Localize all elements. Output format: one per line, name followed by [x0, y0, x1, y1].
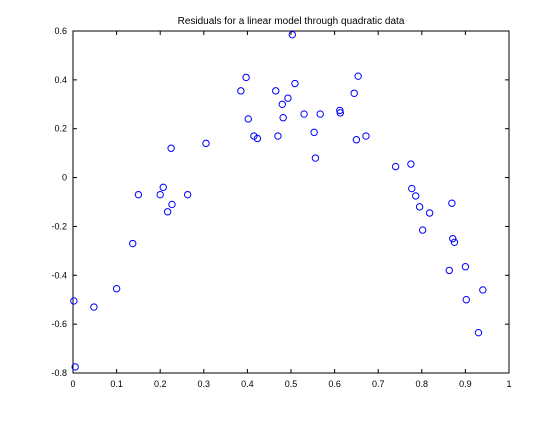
data-point: [362, 132, 370, 140]
axis-tick-labels: 0 0.1 0.2 0.3 0.4 0.5 0.6 0.7 0.8 0.9 1 -0.8 -0.6 -0.…: [51, 26, 511, 389]
data-point: [274, 132, 282, 140]
data-point: [253, 134, 262, 143]
x-tick-label: 0.1: [110, 379, 123, 389]
data-point: [112, 285, 121, 293]
data-point: [316, 110, 324, 118]
data-points: [70, 30, 487, 371]
data-point: [202, 139, 210, 148]
y-tick-label: 0.2: [54, 124, 67, 134]
plot-area: [72, 30, 510, 374]
data-point: [167, 144, 175, 152]
data-point: [70, 297, 78, 305]
data-point: [288, 30, 297, 39]
data-point: [242, 73, 250, 82]
data-point: [479, 286, 487, 294]
data-point: [279, 114, 287, 122]
y-tick-label: 0: [62, 173, 67, 183]
data-point: [159, 183, 167, 192]
x-tick-label: 0.7: [372, 379, 385, 389]
data-point: [448, 199, 456, 207]
data-point: [474, 328, 483, 337]
y-tick-label: -0.8: [51, 368, 67, 378]
data-point: [449, 234, 457, 243]
data-point: [71, 363, 79, 371]
data-point: [415, 203, 424, 211]
data-point: [407, 160, 415, 168]
data-point: [350, 89, 358, 97]
y-tick-label: -0.6: [51, 319, 67, 329]
data-point: [462, 296, 470, 304]
data-point: [134, 190, 143, 199]
chart-title: Residuals for a linear model through qua…: [178, 16, 405, 27]
data-point: [163, 208, 172, 216]
data-point: [244, 115, 252, 123]
data-point: [336, 109, 344, 117]
x-tick-label: 0: [70, 379, 75, 389]
data-point: [156, 190, 164, 199]
data-point: [284, 94, 292, 102]
data-point: [278, 100, 286, 108]
data-point: [291, 79, 299, 88]
data-point: [168, 200, 176, 209]
x-tick-label: 0.9: [459, 379, 472, 389]
data-point: [418, 226, 427, 234]
data-point: [352, 136, 361, 144]
data-point: [311, 154, 320, 162]
x-tick-label: 0.8: [416, 379, 429, 389]
data-point: [450, 238, 459, 247]
data-point: [310, 128, 318, 137]
data-point: [425, 209, 434, 217]
data-point: [183, 190, 192, 199]
data-point: [411, 192, 420, 200]
x-tick-label: 0.3: [198, 379, 211, 389]
x-tick-label: 0.5: [285, 379, 298, 389]
data-point: [272, 87, 280, 95]
data-point: [354, 72, 362, 80]
y-tick-label: -0.2: [51, 221, 67, 231]
x-tick-label: 1: [506, 379, 511, 389]
x-tick-label: 0.6: [328, 379, 341, 389]
x-tick-label: 0.4: [241, 379, 254, 389]
data-point: [408, 184, 416, 193]
data-point: [237, 87, 245, 95]
data-point: [90, 303, 98, 311]
y-tick-label: 0.6: [54, 26, 67, 36]
y-tick-label: -0.4: [51, 270, 67, 280]
y-tick-label: 0.4: [54, 75, 67, 85]
data-point: [445, 266, 453, 275]
x-tick-label: 0.2: [154, 379, 167, 389]
data-point: [461, 263, 470, 271]
data-point: [300, 110, 308, 118]
data-point: [129, 239, 137, 248]
data-point: [391, 162, 400, 171]
